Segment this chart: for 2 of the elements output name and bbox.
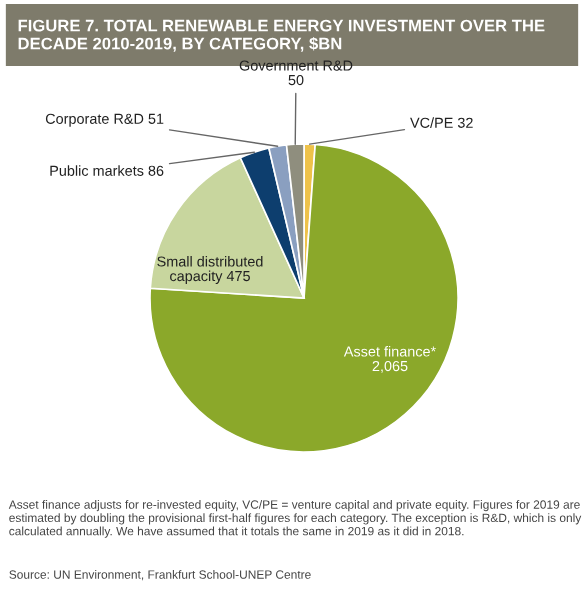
chart-title: FIGURE 7. TOTAL RENEWABLE ENERGY INVESTMENT OVER THE DECADE 2010-2019, BY CATEGORY, $BN	[18, 19, 545, 52]
pie-slice	[149, 143, 459, 453]
